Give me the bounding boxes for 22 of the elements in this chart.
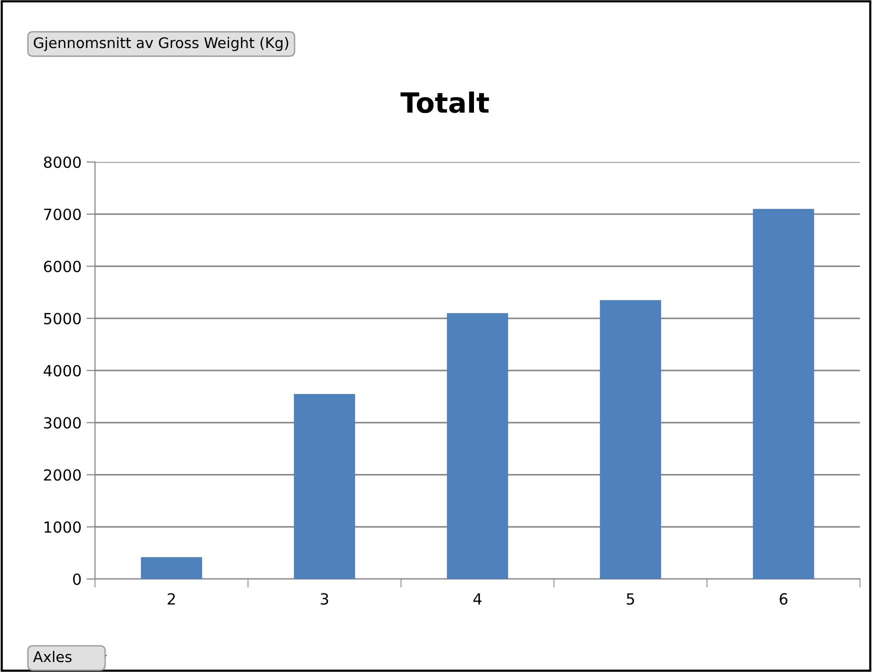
x-tick-label: 6 xyxy=(780,593,788,605)
x-tick-label: 4 xyxy=(473,593,482,604)
x-tick-label: 2 xyxy=(168,593,175,604)
y-tick-label: 4000 xyxy=(44,364,81,377)
y-tick-label: 1000 xyxy=(44,521,81,533)
bar xyxy=(600,300,662,579)
y-tick-label: 2000 xyxy=(44,469,81,481)
y-tick-label: 6000 xyxy=(44,260,81,272)
bar xyxy=(294,394,356,579)
bar xyxy=(140,557,202,579)
bar xyxy=(446,313,508,579)
y-tick-label: 5000 xyxy=(44,312,81,324)
y-tick-label: 8000 xyxy=(44,156,81,168)
chart-title: Totalt xyxy=(400,92,489,114)
y-tick-label: 7000 xyxy=(44,208,81,220)
text: Axles xyxy=(33,650,72,662)
text: Gjennomsnitt av Gross Weight (Kg) xyxy=(34,36,288,52)
bar xyxy=(752,208,814,579)
y-tick-label: 3000 xyxy=(44,417,81,429)
x-tick-label: 5 xyxy=(626,593,634,605)
y-tick-label: 0 xyxy=(73,573,81,586)
x-tick-label: 3 xyxy=(320,593,328,605)
